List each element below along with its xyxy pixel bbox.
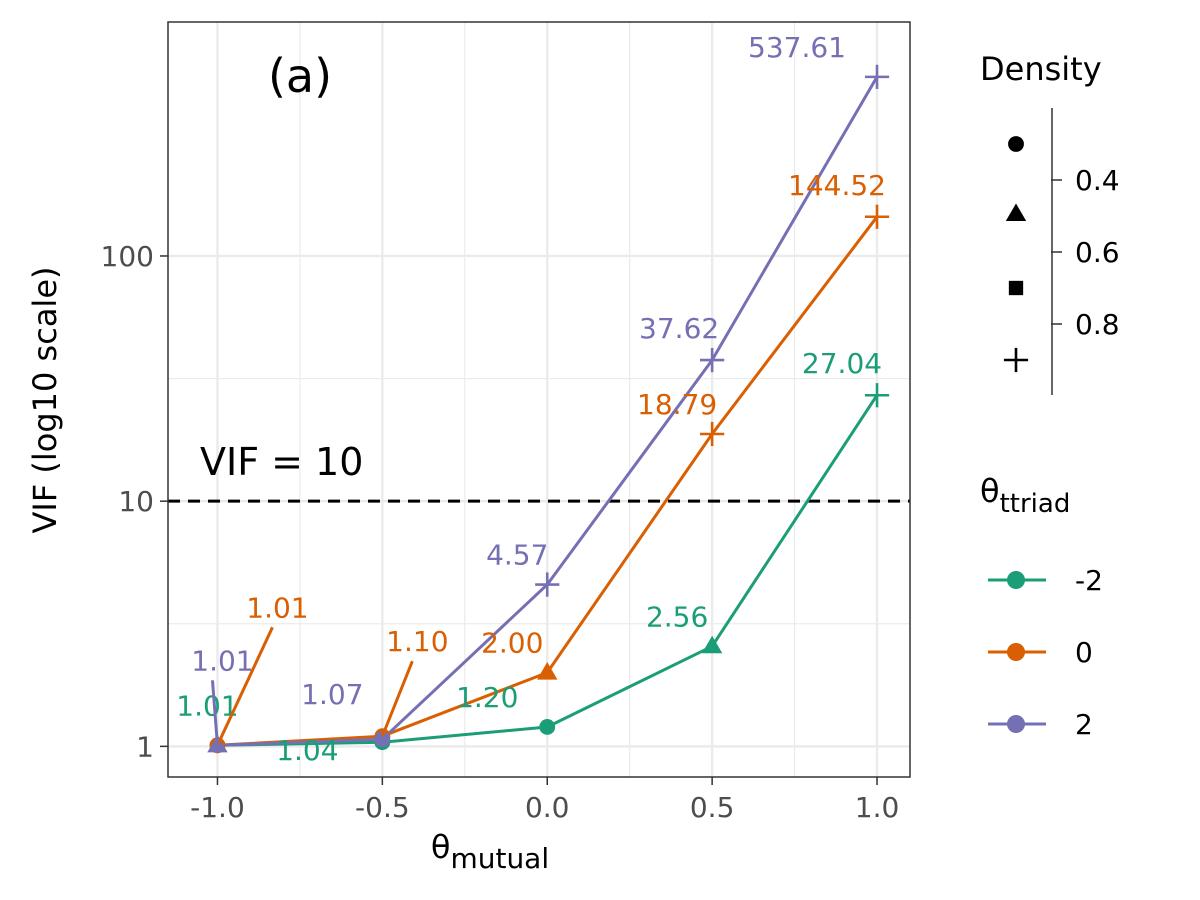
data-label: 2.00	[481, 627, 543, 660]
legend-ttriad-point-icon	[1007, 715, 1025, 733]
data-label: 1.04	[276, 734, 338, 767]
data-label: 537.61	[748, 31, 846, 64]
x-axis-title-subscript: mutual	[450, 842, 549, 875]
data-label: 37.62	[639, 312, 719, 345]
reference-line-label: VIF = 10	[200, 440, 363, 484]
y-tick-label: 100	[101, 240, 154, 273]
data-label: 1.10	[386, 625, 448, 658]
y-axis-title: VIF (log10 scale)	[26, 267, 64, 534]
legend-ttriad-title-subscript: ttriad	[1000, 489, 1071, 519]
data-point	[539, 719, 555, 735]
x-tick-label: -0.5	[355, 791, 410, 824]
data-label: 1.01	[246, 591, 308, 624]
legend-ttriad-label: -2	[1075, 564, 1103, 597]
panel-label: (a)	[268, 49, 332, 103]
data-label: 1.01	[191, 644, 253, 677]
legend-density-label: 0.6	[1075, 236, 1120, 269]
x-tick-label: -1.0	[190, 791, 245, 824]
x-tick-label: 0.5	[690, 791, 735, 824]
data-label: 144.52	[788, 169, 886, 202]
legend-ttriad-label: 2	[1075, 708, 1093, 741]
legend-density-title: Density	[980, 50, 1102, 88]
legend-density-label: 0.8	[1075, 308, 1120, 341]
data-label: 4.57	[486, 539, 548, 572]
legend-density-square-icon	[1009, 281, 1023, 295]
legend-ttriad-point-icon	[1007, 643, 1025, 661]
x-tick-label: 1.0	[855, 791, 900, 824]
x-axis-title-symbol: θ	[431, 828, 451, 866]
legend-ttriad-label: 0	[1075, 636, 1093, 669]
y-tick-label: 1	[136, 730, 154, 763]
legend-ttriad-title-symbol: θ	[980, 472, 1000, 510]
data-label: 1.07	[301, 678, 363, 711]
x-tick-label: 0.0	[525, 791, 570, 824]
data-label: 18.79	[637, 388, 717, 421]
legend-ttriad-point-icon	[1007, 571, 1025, 589]
data-label: 2.56	[646, 600, 708, 633]
legend-density-label: 0.4	[1075, 164, 1120, 197]
data-label: 1.20	[456, 681, 518, 714]
legend-density-circle-icon	[1008, 136, 1024, 152]
data-label: 27.04	[802, 347, 882, 380]
y-tick-label: 10	[118, 485, 154, 518]
